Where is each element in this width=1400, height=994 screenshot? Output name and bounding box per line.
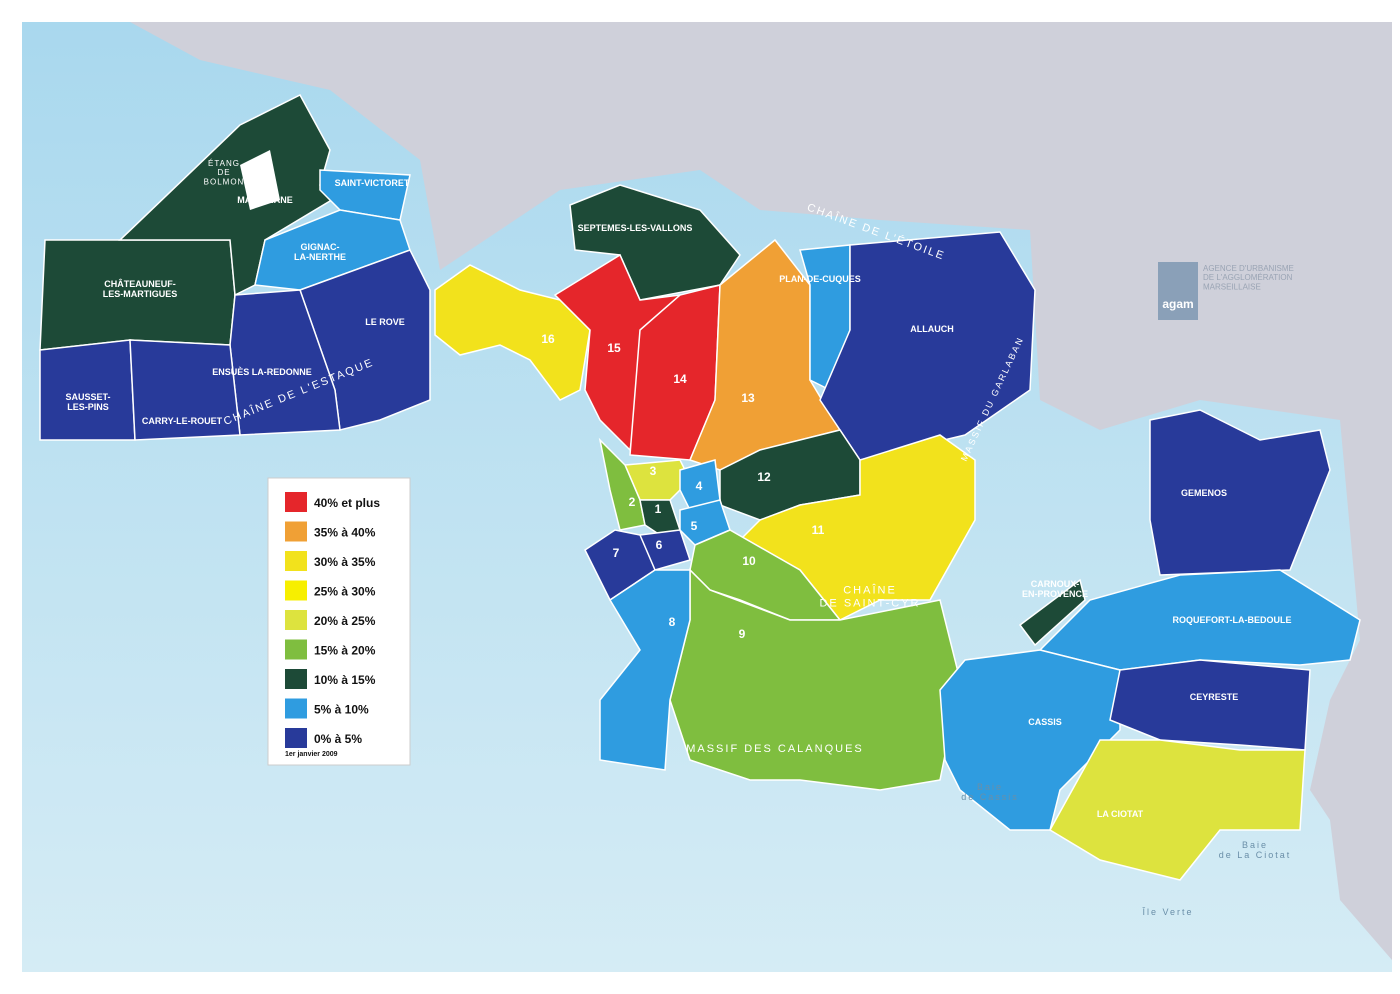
- region-label: 3: [650, 464, 657, 478]
- place-label: ÉTANG DE BOLMON: [204, 159, 245, 186]
- region-label: 6: [656, 538, 663, 552]
- region-label: SAUSSET-LES-PINS: [65, 392, 110, 412]
- place-label: MASSIF DES CALANQUES: [686, 743, 864, 755]
- place-label: Baie de La Ciotat: [1219, 840, 1292, 860]
- region-label: 16: [541, 332, 555, 346]
- region-label: 9: [739, 627, 746, 641]
- region: [129, 339, 241, 441]
- region: [939, 649, 1121, 831]
- region-label: CARRY-LE-ROUET: [142, 416, 223, 426]
- legend-swatch: [285, 580, 307, 601]
- region: [1018, 578, 1086, 647]
- place-label: Baie de Cassis: [961, 782, 1019, 802]
- logo: agam AGENCE D'URBANISME DE L'AGGLOMÉRATIO…: [1158, 262, 1294, 320]
- region-label: SEPTEMES-LES-VALLONS: [578, 223, 693, 233]
- legend-label: 15% à 20%: [314, 644, 376, 658]
- legend-swatch: [285, 551, 307, 571]
- region: [1149, 409, 1331, 576]
- region-label: LA CIOTAT: [1097, 809, 1144, 819]
- region-label: GIGNAC-LA-NERTHE: [294, 242, 346, 262]
- region-label: LE ROVE: [365, 317, 405, 327]
- region-label: 10: [742, 554, 756, 568]
- legend-swatch: [285, 610, 307, 630]
- region-label: 1: [655, 502, 662, 516]
- legend-date: 1er janvier 2009: [285, 751, 338, 758]
- legend-label: 35% à 40%: [314, 526, 376, 540]
- legend-swatch: [285, 492, 307, 512]
- legend-label: 0% à 5%: [314, 732, 362, 746]
- legend-label: 30% à 35%: [314, 555, 376, 569]
- region-label: GEMENOS: [1181, 488, 1227, 498]
- region-labels: CHÂTEAUNEUF-LES-MARTIGUES MARIGNANE SAIN…: [65, 178, 1291, 819]
- region-label: MARIGNANE: [237, 195, 293, 205]
- region-label: 2: [629, 495, 636, 509]
- region-label: PLAN-DE-CUQUES: [779, 274, 861, 284]
- region: [1048, 739, 1306, 881]
- legend-label: 20% à 25%: [314, 614, 376, 628]
- region-label: CARNOUX-EN-PROVENCE: [1022, 579, 1088, 599]
- region-label: ALLAUCH: [910, 324, 954, 334]
- logo-box: [1158, 262, 1198, 320]
- place-label: Île Verte: [1141, 907, 1193, 917]
- region-label: SAINT-VICTORET: [335, 178, 410, 188]
- legend: 40% et plus 35% à 40% 30% à 35% 25% à 30% 20…: [267, 477, 411, 766]
- region: [669, 568, 961, 791]
- region-label: ENSUÈS LA-REDONNE: [212, 367, 312, 377]
- region: [1109, 659, 1311, 751]
- region-label: 12: [757, 470, 771, 484]
- region: [584, 529, 656, 602]
- region-label: ROQUEFORT-LA-BEDOULE: [1173, 615, 1292, 625]
- legend-label: 5% à 10%: [314, 703, 369, 717]
- regions: [39, 94, 1361, 881]
- region-label: 4: [696, 479, 703, 493]
- agency-name: AGENCE D'URBANISME DE L'AGGLOMÉRATION MARS…: [1203, 264, 1294, 291]
- legend-label: 10% à 15%: [314, 673, 376, 687]
- region-label: CHÂTEAUNEUF-LES-MARTIGUES: [103, 278, 178, 299]
- region-label: CASSIS: [1028, 717, 1062, 727]
- region-label: 7: [613, 546, 620, 560]
- region-label: 14: [673, 372, 687, 386]
- logo-text: agam: [1162, 297, 1193, 311]
- land: [130, 22, 1392, 960]
- legend-label: 25% à 30%: [314, 585, 376, 599]
- region: [39, 339, 136, 441]
- lake: [240, 150, 280, 210]
- region-label: 15: [607, 341, 621, 355]
- region: [599, 569, 691, 771]
- legend-swatch: [285, 639, 307, 660]
- region-label: 8: [669, 615, 676, 629]
- region-label: 13: [741, 391, 755, 405]
- region-label: 11: [812, 523, 825, 537]
- legend-swatch: [285, 669, 307, 689]
- region-label: 5: [691, 519, 698, 533]
- region: [434, 264, 591, 401]
- region-label: CEYRESTE: [1190, 692, 1239, 702]
- legend-label: 40% et plus: [314, 496, 380, 510]
- legend-swatch: [285, 698, 307, 719]
- legend-swatch: [285, 728, 307, 748]
- legend-swatch: [285, 521, 307, 542]
- place-label: CHAÎNE DE SAINT-CYR: [819, 584, 920, 610]
